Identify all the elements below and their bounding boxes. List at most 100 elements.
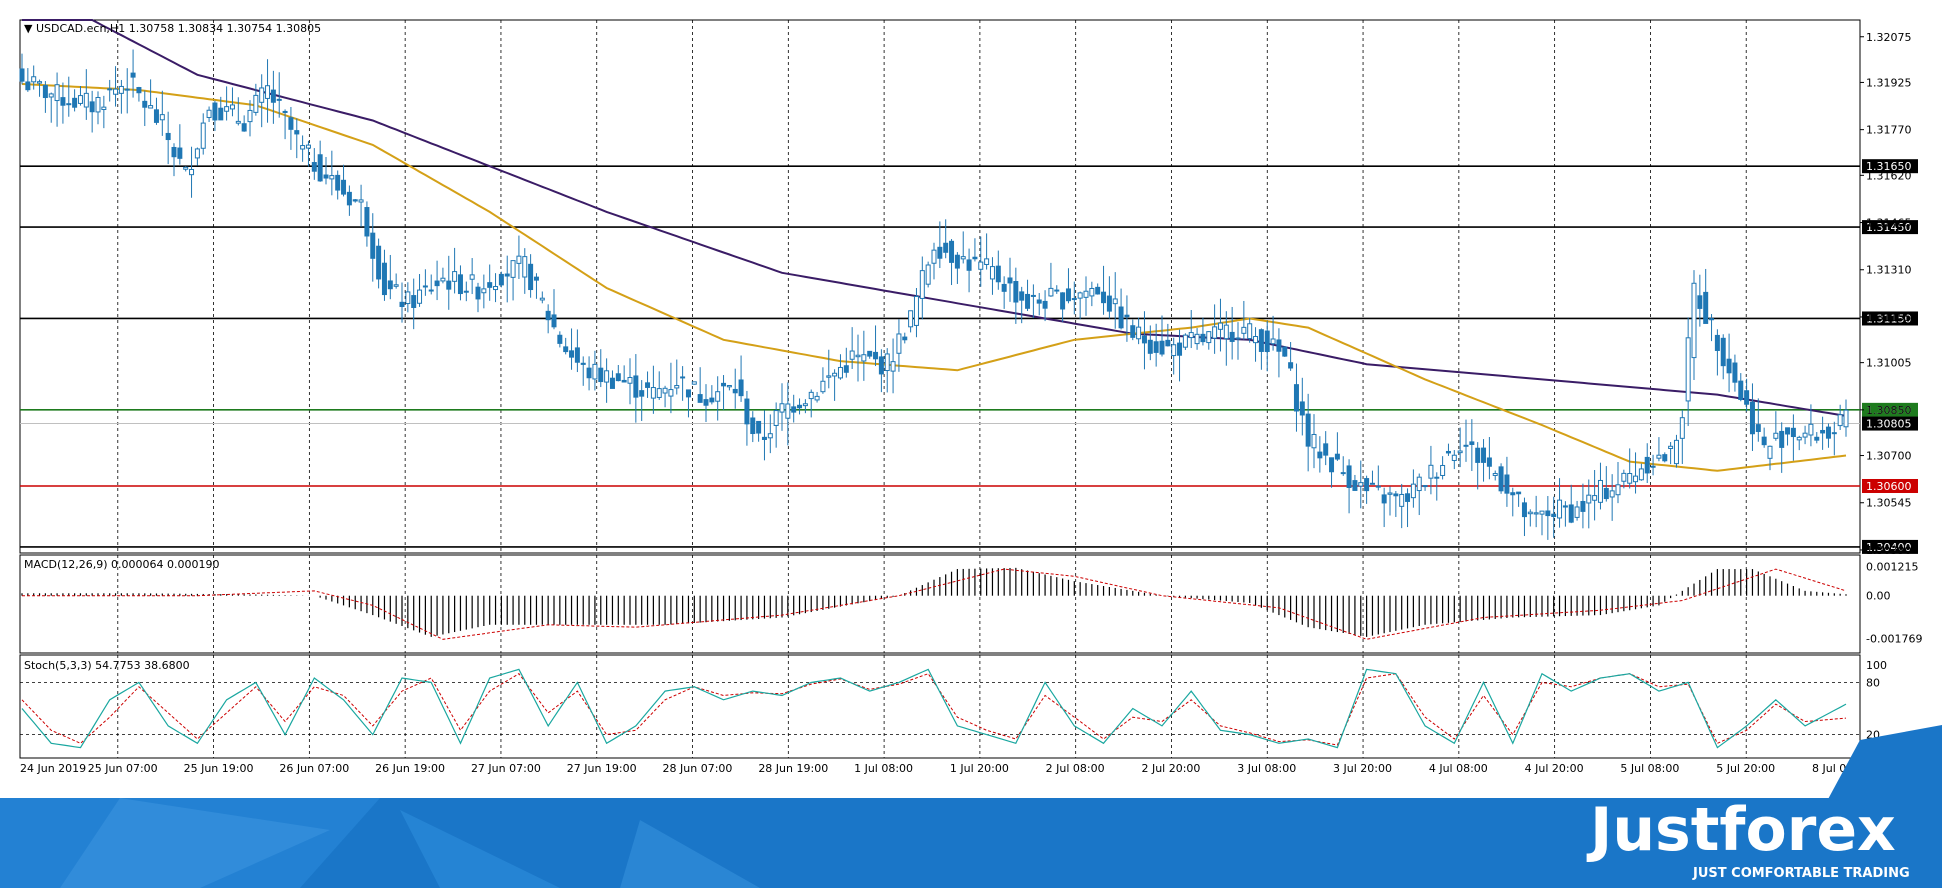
candle-body [680,376,686,379]
time-tick-label: 4 Jul 08:00 [1429,762,1488,775]
candle-body [189,168,195,176]
candle-body [1440,464,1446,476]
candle-body [785,403,791,419]
candle-body [855,354,861,358]
candle-body [270,89,276,103]
price-tick-label: 1.30390 [1866,544,1912,557]
candle-body [153,109,159,123]
candle-body [95,96,101,113]
candle-body [574,347,580,363]
candle-body [1457,450,1463,454]
candle-body [1434,476,1440,479]
macd-panel [19,554,1861,654]
candle-body [592,363,598,380]
candle-body [89,101,95,113]
candle-body [1814,436,1820,441]
candle-body [1510,492,1516,496]
candle-body [1171,344,1177,357]
candle-body [837,366,843,379]
price-axis: 1.32075 1.31925 1.31770 1.31620 1.31465 1.313… [1860,31,1912,557]
candle-body [1381,494,1387,504]
candle-body [715,391,721,402]
candle-body [1141,335,1147,344]
candle-body [42,84,48,99]
candle-body [1773,432,1779,439]
candle-body [832,372,838,377]
candle-body [1019,291,1025,301]
candle-body [1212,326,1218,339]
level-tag [1862,478,1918,493]
candle-body [329,175,335,180]
candle-body [1089,287,1095,297]
candle-body [1825,426,1831,439]
price-tick-label: 1.30850 [1866,404,1912,417]
candle-body [206,109,212,118]
candle-body [1744,390,1750,405]
candle-body [1638,468,1644,481]
candle-body [1691,282,1697,359]
candle-body [1779,430,1785,448]
candle-body [241,123,247,132]
candle-body [598,367,604,383]
time-tick-label: 25 Jun 07:00 [88,762,158,775]
candle-body [873,351,879,360]
brand-tagline: JUST COMFORTABLE TRADING [1692,866,1910,881]
candle-body [919,270,925,299]
ma-fast-line [21,83,1847,472]
price-tick-label: 1.31005 [1866,357,1912,370]
candle-body [913,296,919,326]
candle-body [265,85,271,99]
candle-body [791,406,797,413]
candle-body [703,399,709,406]
candle-body [861,354,867,362]
candle-body [639,390,645,397]
level-tag [1862,402,1918,417]
candle-body [1136,326,1142,340]
candle-body [1492,473,1498,476]
candle-body [1229,331,1235,342]
price-tick-label: 1.31465 [1866,217,1912,230]
candle-body [1703,291,1709,324]
time-tick-label: 24 Jun 2019 [20,762,86,775]
candle-body [77,95,83,104]
candle-body [662,387,668,394]
candle-body [428,289,434,292]
candle-body [954,254,960,269]
candle-body [908,310,914,328]
time-tick-label: 27 Jun 07:00 [471,762,541,775]
time-tick-label: 27 Jun 19:00 [567,762,637,775]
candle-body [1007,277,1013,284]
candle-body [457,274,463,295]
candle-body [300,145,306,150]
candle-body [1077,292,1083,299]
candle-body [1597,479,1603,503]
candle-body [943,242,949,253]
candle-body [1311,433,1317,449]
price-tick-label: 1.30545 [1866,497,1912,510]
candle-body [867,350,873,357]
candle-body [1586,494,1592,504]
candle-body [1106,295,1112,312]
candle-body [469,274,475,280]
candle-body [1539,510,1545,515]
candle-body [434,280,440,287]
stoch-panel [19,654,1861,759]
time-tick-label: 28 Jun 19:00 [758,762,828,775]
level-tag-label: 1.30600 [1866,480,1912,493]
brand-banner: Justforex JUST COMFORTABLE TRADING [0,725,1942,888]
candle-body [259,87,265,103]
candle-body [498,273,504,286]
candle-body [1820,429,1826,434]
candle-body [235,120,241,124]
candle-body [1025,293,1031,309]
candle-body [966,259,972,271]
candle-body [311,162,317,172]
candle-body [1194,333,1200,345]
candle-body [580,362,586,365]
candle-body [1416,476,1422,492]
candle-body [1405,493,1411,502]
macd-tick-label: 0.00 [1866,590,1891,603]
candle-body [1633,475,1639,483]
candle-body [1469,441,1475,445]
